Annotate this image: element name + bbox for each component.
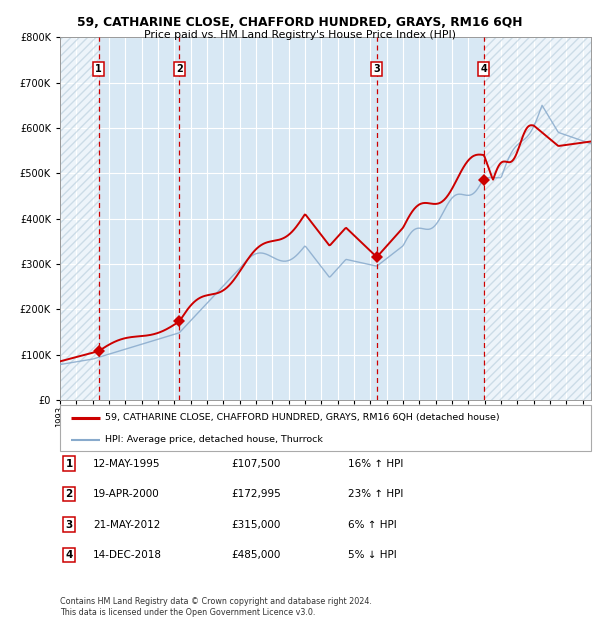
Text: 59, CATHARINE CLOSE, CHAFFORD HUNDRED, GRAYS, RM16 6QH: 59, CATHARINE CLOSE, CHAFFORD HUNDRED, G… — [77, 16, 523, 29]
FancyBboxPatch shape — [60, 405, 591, 451]
Text: £172,995: £172,995 — [231, 489, 281, 499]
Text: 3: 3 — [65, 520, 73, 529]
Text: 14-DEC-2018: 14-DEC-2018 — [93, 550, 162, 560]
Text: Contains HM Land Registry data © Crown copyright and database right 2024.
This d: Contains HM Land Registry data © Crown c… — [60, 598, 372, 617]
Text: 16% ↑ HPI: 16% ↑ HPI — [348, 459, 403, 469]
Text: 5% ↓ HPI: 5% ↓ HPI — [348, 550, 397, 560]
Text: £485,000: £485,000 — [231, 550, 280, 560]
Text: 2: 2 — [65, 489, 73, 499]
Text: 59, CATHARINE CLOSE, CHAFFORD HUNDRED, GRAYS, RM16 6QH (detached house): 59, CATHARINE CLOSE, CHAFFORD HUNDRED, G… — [105, 414, 500, 422]
Text: 3: 3 — [373, 64, 380, 74]
Bar — [484, 37, 591, 400]
Text: 19-APR-2000: 19-APR-2000 — [93, 489, 160, 499]
Text: 2: 2 — [176, 64, 182, 74]
Text: £315,000: £315,000 — [231, 520, 280, 529]
Text: £107,500: £107,500 — [231, 459, 280, 469]
Text: 12-MAY-1995: 12-MAY-1995 — [93, 459, 161, 469]
Text: 4: 4 — [65, 550, 73, 560]
Bar — [60, 37, 98, 400]
Text: 23% ↑ HPI: 23% ↑ HPI — [348, 489, 403, 499]
Text: 6% ↑ HPI: 6% ↑ HPI — [348, 520, 397, 529]
Text: 21-MAY-2012: 21-MAY-2012 — [93, 520, 160, 529]
Text: 1: 1 — [95, 64, 102, 74]
Text: Price paid vs. HM Land Registry's House Price Index (HPI): Price paid vs. HM Land Registry's House … — [144, 30, 456, 40]
Text: 1: 1 — [65, 459, 73, 469]
Text: HPI: Average price, detached house, Thurrock: HPI: Average price, detached house, Thur… — [105, 435, 323, 445]
Text: 4: 4 — [481, 64, 487, 74]
